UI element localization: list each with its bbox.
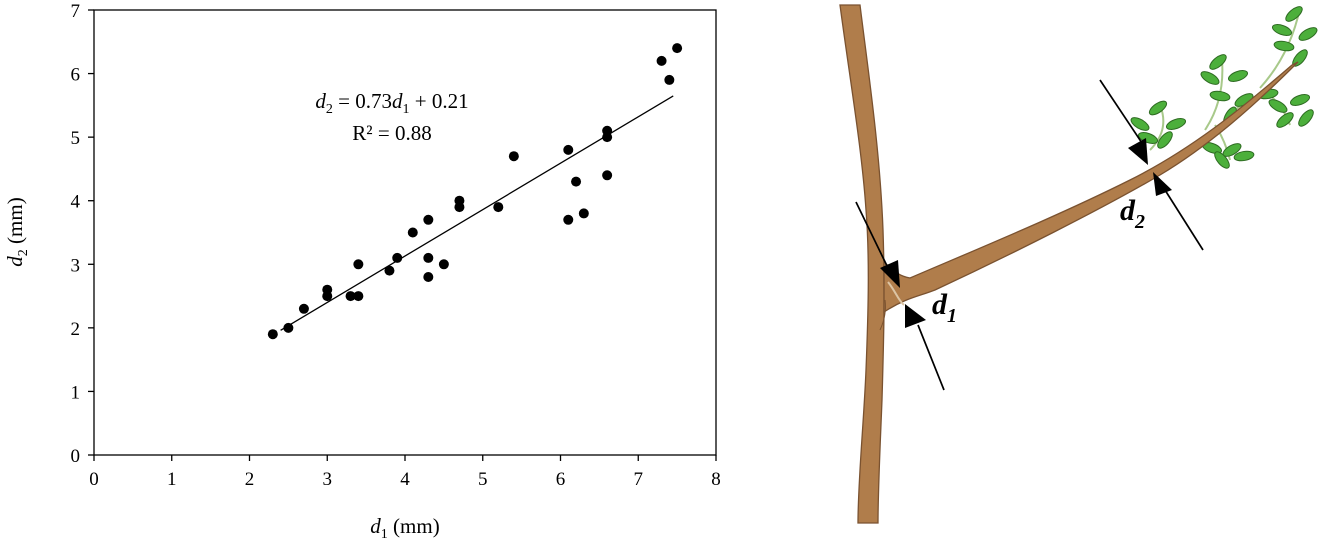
plot-frame <box>93 9 717 456</box>
leaf <box>1209 54 1227 70</box>
data-point <box>438 259 449 270</box>
leaf <box>1289 94 1311 106</box>
x-tick-label: 6 <box>556 469 566 490</box>
x-tick-label: 4 <box>400 469 410 490</box>
leaf <box>1268 99 1288 113</box>
x-tick-label: 2 <box>245 469 255 490</box>
y-tick-label: 5 <box>71 128 81 149</box>
regression-equation: d2 = 0.73d1 + 0.21 <box>315 89 468 117</box>
data-point <box>563 214 574 225</box>
x-axis-title: d1 (mm) <box>370 514 439 542</box>
x-tick-label: 7 <box>634 469 644 490</box>
leaf <box>1298 27 1318 41</box>
trendline <box>280 95 674 331</box>
leaf <box>1130 117 1150 131</box>
data-point <box>353 291 364 302</box>
data-point <box>602 170 613 181</box>
data-point <box>571 176 582 187</box>
y-axis-title: d2 (mm) <box>3 197 31 266</box>
leaf <box>1157 131 1173 149</box>
x-tick-label: 0 <box>89 469 99 490</box>
x-tick-label: 5 <box>478 469 488 490</box>
y-tick-label: 2 <box>71 319 81 340</box>
data-point <box>298 303 309 314</box>
d2-arrow-bottom <box>1153 172 1172 196</box>
y-axis-ticks: 0 1 2 3 4 5 6 7 <box>71 1 94 467</box>
leaf <box>1233 150 1255 162</box>
d2-measure-lines <box>1099 79 1204 251</box>
data-point <box>493 202 504 213</box>
data-point <box>563 144 574 155</box>
main-trunk <box>839 4 885 524</box>
data-point <box>423 272 434 282</box>
data-point <box>283 322 294 333</box>
y-tick-label: 4 <box>71 192 81 213</box>
data-point <box>656 55 667 66</box>
data-point <box>322 291 333 302</box>
leaf <box>1148 100 1168 116</box>
leaf <box>1209 90 1231 102</box>
leaf <box>1200 71 1220 85</box>
data-point <box>384 265 395 276</box>
data-point <box>353 259 364 270</box>
leaf <box>1165 118 1187 130</box>
data-point <box>267 329 278 340</box>
data-point <box>423 214 434 225</box>
d2-arrow-top <box>1128 138 1148 165</box>
side-branch <box>883 61 1299 314</box>
leaf <box>1276 112 1294 128</box>
data-point <box>392 252 403 263</box>
data-point <box>672 43 683 54</box>
y-tick-label: 7 <box>71 1 81 22</box>
data-point <box>578 208 589 219</box>
data-point <box>407 227 418 238</box>
r-squared-label: R² = 0.88 <box>352 121 431 145</box>
leaf <box>1271 24 1293 36</box>
scatter-plot: 0 1 2 3 4 5 6 7 8 0 1 2 3 4 5 6 7 d2 = 0.73d1 + 0.21 R²… <box>3 1 721 542</box>
y-tick-label: 3 <box>71 255 81 276</box>
leaf <box>1227 70 1249 82</box>
x-axis-ticks: 0 1 2 3 4 5 6 7 8 <box>89 455 721 490</box>
data-point <box>602 132 613 143</box>
d1-measure-lines <box>855 201 945 391</box>
d1-arrow-bottom <box>905 304 926 328</box>
data-point <box>508 151 519 162</box>
d1-arrow-top <box>880 260 900 288</box>
data-point <box>423 252 434 263</box>
leaf <box>1285 6 1303 22</box>
y-tick-label: 0 <box>71 446 81 467</box>
x-tick-label: 3 <box>323 469 333 490</box>
leaf <box>1214 151 1230 169</box>
fork-shading <box>887 281 905 306</box>
data-point <box>345 291 356 302</box>
y-tick-label: 6 <box>71 65 81 86</box>
y-tick-label: 1 <box>71 382 81 403</box>
leaf <box>1273 40 1295 52</box>
branch-diagram: d1 d2 <box>839 4 1318 524</box>
leaves <box>1130 6 1318 169</box>
label-d1: d1 <box>932 288 957 327</box>
fork-shading-lower <box>879 299 886 331</box>
label-d2: d2 <box>1120 194 1145 233</box>
data-point <box>454 202 465 213</box>
x-tick-label: 1 <box>167 469 177 490</box>
data-points <box>267 43 683 340</box>
x-tick-label: 8 <box>711 469 721 490</box>
leaf <box>1298 109 1314 127</box>
data-point <box>664 74 675 85</box>
